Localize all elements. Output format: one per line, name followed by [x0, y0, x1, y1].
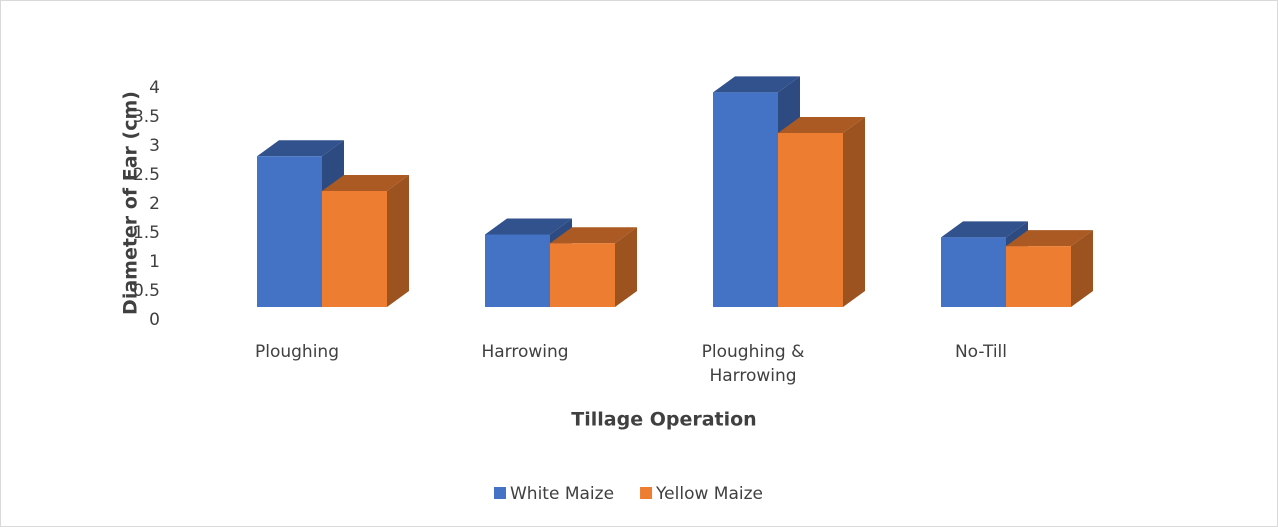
- y-tick-label: 2.5: [133, 165, 160, 185]
- bar-front: [778, 133, 843, 307]
- bar-top: [713, 76, 800, 93]
- bar-top: [550, 227, 637, 244]
- y-tick-label: 2: [149, 194, 160, 214]
- bar-front: [257, 156, 322, 307]
- bar-top: [941, 221, 1028, 238]
- bar: [322, 175, 409, 307]
- bar-top: [778, 117, 865, 133]
- bar-front: [941, 237, 1006, 307]
- x-tick-label: Ploughing & Harrowing: [701, 342, 805, 386]
- bar-side: [615, 227, 637, 307]
- x-tick-label: Harrowing: [481, 342, 569, 362]
- y-tick-label: 0: [149, 310, 160, 330]
- legend-label: White Maize: [510, 484, 614, 504]
- y-tick-label: 1.5: [133, 223, 160, 243]
- bar-side: [843, 117, 865, 307]
- legend-swatch: [640, 487, 653, 499]
- bar: [1006, 230, 1093, 307]
- bar: [550, 227, 637, 307]
- bar: [778, 117, 865, 307]
- bar-top: [485, 218, 572, 235]
- x-axis-title: Tillage Operation: [571, 409, 756, 431]
- y-tick-label: 4: [149, 78, 160, 98]
- bar-top: [322, 175, 409, 191]
- bar-front: [550, 243, 615, 307]
- y-tick-label: 3.5: [133, 107, 160, 127]
- bar-top: [257, 140, 344, 157]
- legend-label: Yellow Maize: [655, 484, 763, 504]
- y-tick-label: 3: [149, 136, 160, 156]
- x-tick-label: No-Till: [954, 342, 1008, 362]
- y-tick-label: 0.5: [133, 281, 160, 301]
- legend-swatch: [494, 487, 506, 499]
- bar-front: [1006, 246, 1071, 307]
- bar-side: [1071, 230, 1093, 307]
- bar-front: [485, 234, 550, 307]
- y-axis-title: Diameter of Ear (cm): [120, 91, 142, 315]
- bar-front: [322, 191, 387, 307]
- bar-top: [1006, 230, 1093, 247]
- x-tick-label: Ploughing: [254, 342, 339, 362]
- bar-side: [387, 175, 409, 307]
- y-tick-label: 1: [149, 252, 160, 272]
- bar-front: [713, 92, 778, 308]
